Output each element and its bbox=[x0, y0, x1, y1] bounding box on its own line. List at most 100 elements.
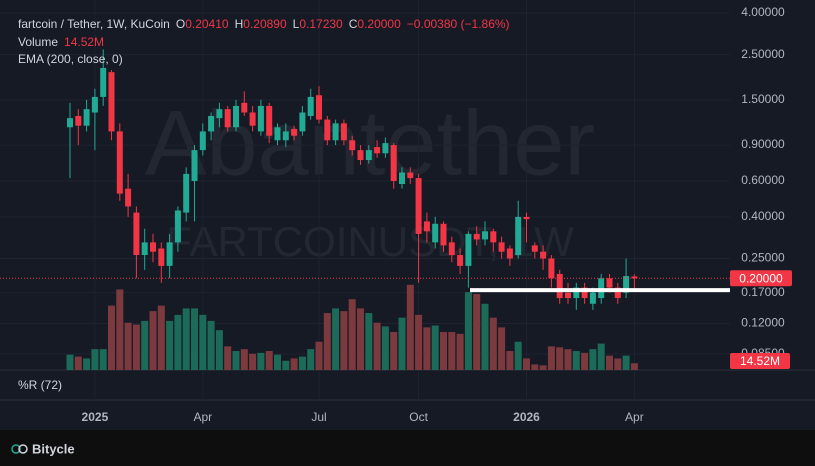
candle-body bbox=[589, 292, 596, 304]
x-tick-label: 2026 bbox=[513, 410, 540, 424]
candle-body bbox=[183, 173, 190, 213]
volume-bar bbox=[539, 365, 547, 370]
volume-bar bbox=[240, 349, 248, 370]
candle-body bbox=[75, 115, 82, 126]
volume-bar bbox=[124, 322, 132, 370]
candle-body bbox=[125, 188, 132, 207]
candle-body bbox=[199, 131, 206, 151]
candle-body bbox=[490, 231, 497, 243]
volume-bar bbox=[622, 355, 630, 370]
price-label-bg bbox=[730, 270, 792, 287]
volume-axis-label: 14.52M bbox=[740, 354, 780, 368]
y-tick-label: 0.12000 bbox=[741, 316, 785, 330]
volume-bar bbox=[481, 303, 489, 370]
candle-body bbox=[415, 178, 422, 234]
y-tick-label: 4.00000 bbox=[741, 5, 785, 19]
volume-bar bbox=[199, 314, 207, 370]
candle-body bbox=[108, 72, 115, 132]
volume-bar bbox=[606, 355, 613, 370]
volume-bar bbox=[323, 313, 331, 370]
candle-body bbox=[208, 115, 215, 132]
volume-bar bbox=[506, 351, 514, 370]
low: 0.17230 bbox=[299, 17, 343, 31]
volume-bar bbox=[257, 352, 265, 370]
candle-body bbox=[482, 231, 488, 240]
volume-bar bbox=[132, 324, 140, 370]
volume-bar bbox=[572, 351, 580, 370]
volume-bar bbox=[498, 327, 506, 370]
volume-bar bbox=[514, 341, 522, 370]
candle-body bbox=[100, 67, 107, 97]
volume-bar bbox=[249, 353, 257, 370]
volume-bar bbox=[207, 320, 215, 370]
candle-body bbox=[191, 150, 198, 181]
volume-bar bbox=[406, 284, 414, 370]
candle-body bbox=[581, 287, 588, 299]
volume-bar bbox=[157, 305, 165, 370]
candle-body bbox=[133, 212, 140, 256]
candle-body bbox=[614, 287, 621, 299]
candle-body bbox=[83, 109, 90, 126]
volume-bar bbox=[274, 354, 281, 370]
volume-bar bbox=[91, 349, 99, 370]
volume-bar bbox=[332, 308, 340, 370]
price-label: 0.20000 bbox=[739, 271, 783, 285]
volume-bar bbox=[290, 358, 298, 370]
candle-body bbox=[540, 251, 547, 259]
x-tick-label: Apr bbox=[625, 410, 644, 424]
volume-bar bbox=[415, 314, 423, 370]
candle-body bbox=[166, 242, 173, 266]
candle-body bbox=[606, 278, 613, 288]
volume-bar bbox=[141, 320, 149, 370]
candle-body bbox=[291, 128, 298, 136]
change: −0.00380 (−1.86%) bbox=[407, 17, 510, 31]
candle-body bbox=[556, 273, 563, 299]
candle-body bbox=[473, 233, 480, 240]
volume-bar bbox=[149, 311, 157, 370]
volume-bar bbox=[381, 326, 389, 370]
volume-bar bbox=[456, 333, 464, 370]
candle-body bbox=[224, 109, 231, 128]
x-tick-label: Apr bbox=[193, 410, 212, 424]
volume-bar bbox=[630, 363, 638, 370]
candle-body bbox=[523, 216, 530, 220]
candle-body bbox=[307, 96, 314, 116]
volume-bar bbox=[597, 343, 605, 370]
y-tick-label: 0.17000 bbox=[741, 285, 785, 299]
volume-bar bbox=[398, 317, 406, 370]
volume-bar bbox=[373, 322, 381, 370]
candle-body bbox=[216, 109, 223, 119]
volume-bar bbox=[174, 314, 182, 370]
volume-bar bbox=[348, 299, 356, 370]
candle-body bbox=[548, 258, 555, 279]
volume-bar bbox=[265, 351, 273, 370]
volume-bar bbox=[74, 356, 82, 370]
volume-bar bbox=[423, 327, 431, 370]
candle-body bbox=[266, 105, 273, 136]
volume-bar bbox=[191, 308, 198, 370]
volume-bar bbox=[464, 292, 472, 370]
volume-bar bbox=[307, 349, 315, 370]
volume-label: Volume bbox=[18, 35, 58, 49]
volume-bar bbox=[315, 341, 323, 370]
candle-body bbox=[299, 112, 306, 132]
candle-body bbox=[324, 119, 331, 141]
volume-bar bbox=[564, 349, 572, 370]
high: 0.20890 bbox=[243, 17, 287, 31]
candle-body bbox=[565, 292, 571, 299]
brand: Bitycle bbox=[32, 441, 75, 456]
volume-bar bbox=[357, 308, 364, 370]
watermark-text: Abantether bbox=[145, 92, 595, 194]
candle-body bbox=[573, 287, 580, 299]
candle-body bbox=[349, 140, 356, 151]
brand-logo bbox=[11, 444, 28, 454]
candle-body bbox=[141, 242, 148, 256]
candle-body bbox=[257, 105, 264, 132]
y-tick-label: 0.40000 bbox=[741, 209, 785, 223]
h-label: H bbox=[235, 17, 244, 31]
candle-body bbox=[365, 150, 372, 161]
candle-body bbox=[423, 221, 430, 232]
volume-bar bbox=[182, 308, 190, 370]
y-tick-label: 2.50000 bbox=[741, 47, 785, 61]
